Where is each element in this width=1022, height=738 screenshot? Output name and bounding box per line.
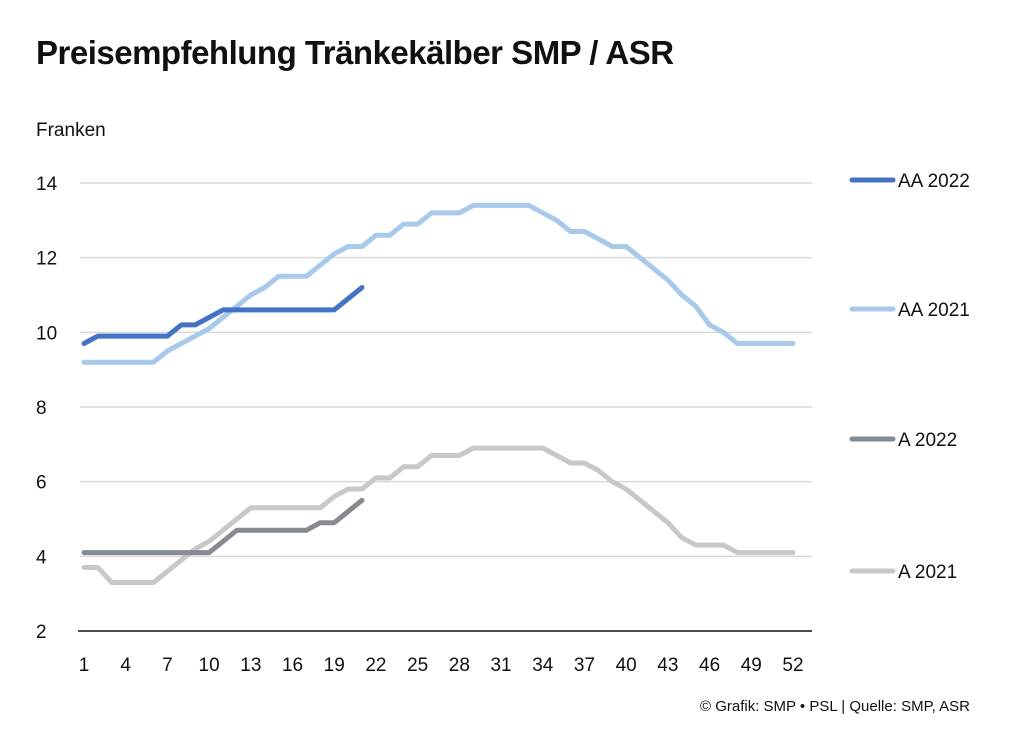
x-tick-label: 16 [282,655,303,676]
legend-label: AA 2022 [898,171,970,192]
y-tick-labels: 2 4 6 8 10 12 14 [36,174,58,643]
y-tick-label: 12 [36,249,57,270]
gridlines [80,182,812,558]
legend: AA 2022 AA 2021 A 2022 A 2021 [849,171,970,583]
source-credit: © Grafik: SMP • PSL | Quelle: SMP, ASR [699,698,970,715]
x-tick-label: 7 [162,655,173,676]
x-tick-label: 10 [199,655,220,676]
x-tick-label: 19 [324,655,345,676]
x-tick-labels: 1 4 7 10 13 16 19 22 25 28 31 34 37 40 43 46 49 52 [79,655,804,676]
legend-label: AA 2021 [898,300,970,321]
x-tick-label: 34 [532,655,554,676]
y-tick-label: 6 [36,473,47,494]
series-line-aa-2022 [81,285,365,346]
x-tick-label: 37 [574,655,595,676]
x-tick-label: 22 [365,655,386,676]
x-tick-label: 13 [240,655,261,676]
y-tick-label: 2 [36,622,47,643]
x-tick-label: 40 [616,655,637,676]
y-tick-label: 4 [36,547,47,568]
x-tick-label: 43 [657,655,678,676]
x-tick-label: 52 [782,655,803,676]
y-axis-label: Franken [36,120,106,141]
y-tick-label: 10 [36,323,57,344]
x-tick-label: 25 [407,655,428,676]
legend-label: A 2021 [898,562,957,583]
legend-label: A 2022 [898,430,957,451]
y-tick-label: 14 [36,174,58,195]
series-line-a-2022 [81,497,365,556]
series-line-aa-2021 [81,202,796,365]
x-tick-label: 4 [120,655,131,676]
x-tick-label: 46 [699,655,720,676]
x-tick-label: 49 [741,655,762,676]
x-tick-label: 1 [79,655,90,676]
chart-title: Preisempfehlung Tränkekälber SMP / ASR [36,34,674,71]
x-tick-label: 31 [490,655,511,676]
series-lines [81,202,796,585]
y-tick-label: 8 [36,398,47,419]
series-line-a-2021 [81,445,796,585]
x-tick-label: 28 [449,655,470,676]
